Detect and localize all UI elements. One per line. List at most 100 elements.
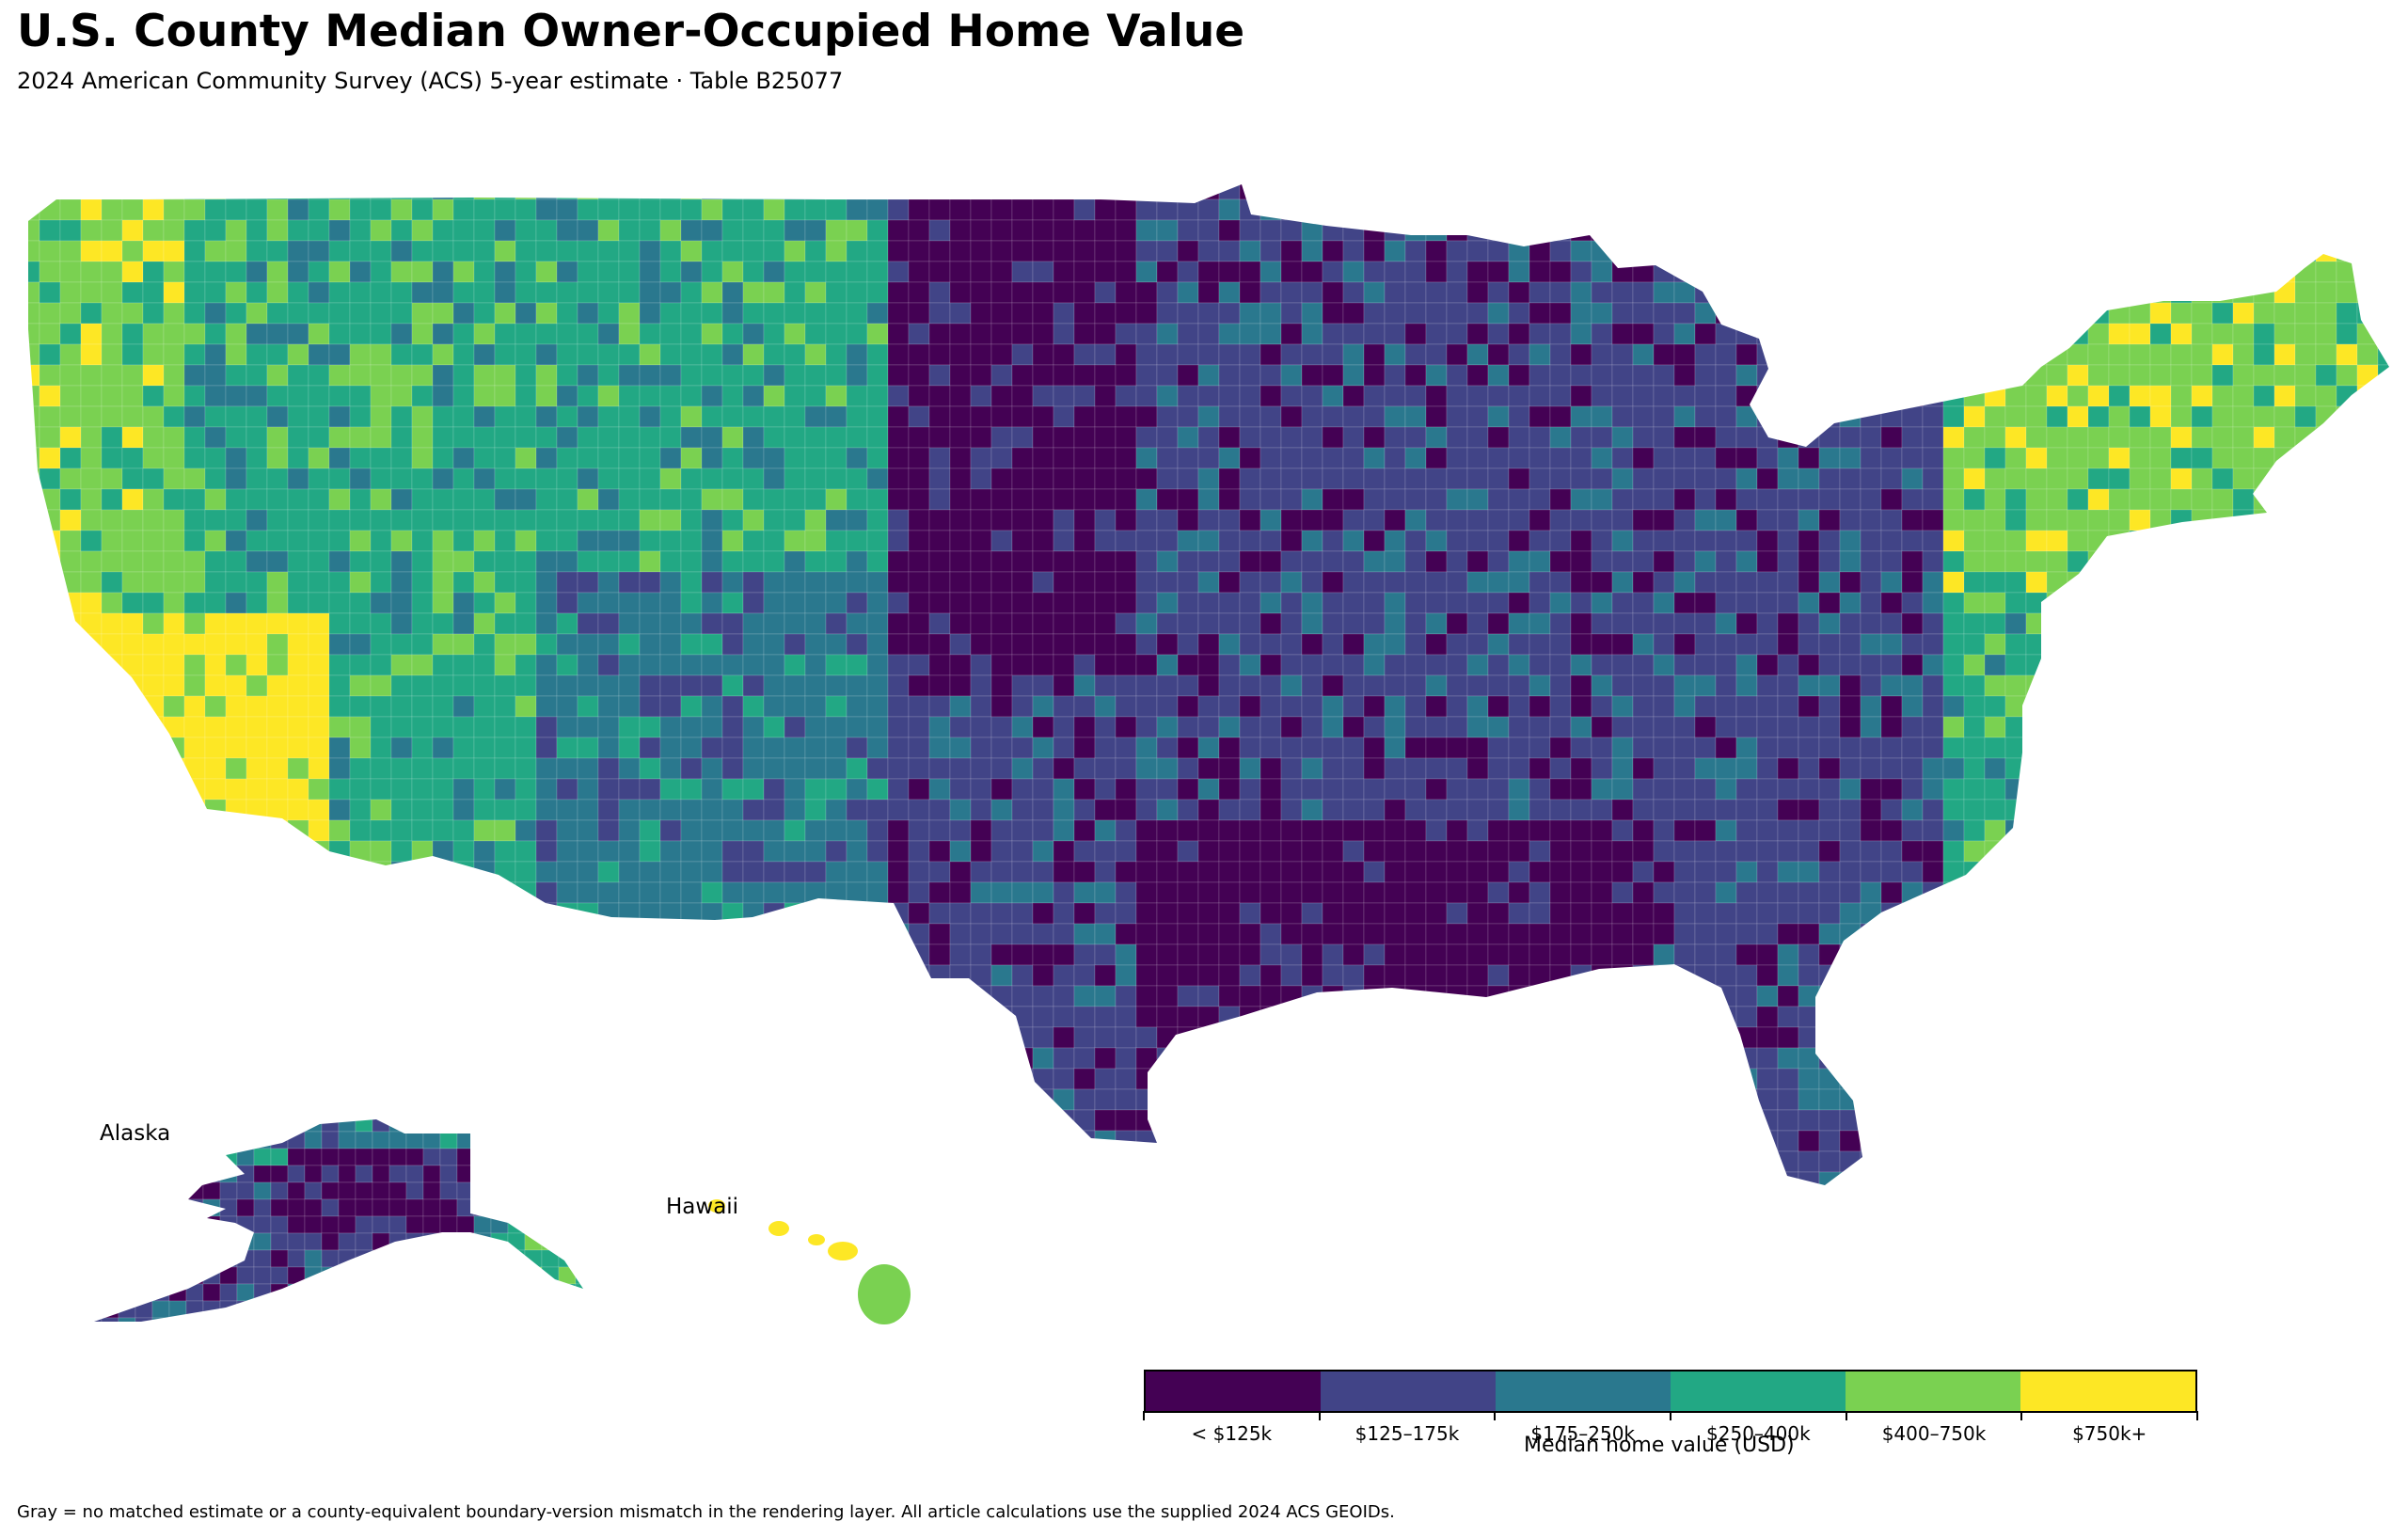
county-cell [2170, 737, 2193, 759]
county-cell [2273, 447, 2296, 469]
county-cell [1487, 385, 1510, 407]
county-cell [1466, 1026, 1489, 1049]
county-cell [701, 881, 723, 904]
county-cell [80, 861, 103, 883]
county-cell [784, 184, 806, 200]
county-cell [59, 302, 82, 325]
county-cell [1611, 550, 1634, 573]
county-cell [225, 198, 247, 221]
county-cell [1549, 1026, 1572, 1049]
county-cell [1218, 405, 1241, 428]
county-cell [1591, 943, 1613, 966]
county-cell [1446, 902, 1468, 925]
county-cell [639, 861, 661, 883]
county-cell [659, 198, 682, 221]
county-cell [390, 302, 413, 325]
county-cell [1715, 364, 1737, 387]
county-cell [1529, 281, 1551, 304]
county-cell [183, 612, 206, 635]
county-cell [411, 550, 434, 573]
county-cell [1632, 1047, 1655, 1070]
county-cell [1301, 550, 1323, 573]
county-cell [204, 426, 227, 449]
county-cell [1673, 799, 1696, 821]
county-cell [515, 1006, 537, 1028]
county-cell [266, 426, 289, 449]
county-cell [990, 861, 1013, 883]
county-cell [328, 488, 351, 511]
county-cell [1715, 654, 1737, 676]
county-cell [308, 323, 330, 345]
county-cell [1197, 198, 1220, 221]
county-cell [1301, 261, 1323, 283]
county-cell [1032, 426, 1054, 449]
county-cell [639, 530, 661, 552]
county-cell [80, 633, 103, 656]
county-cell [28, 426, 40, 449]
county-cell [80, 302, 103, 325]
county-cell [804, 695, 827, 718]
county-cell [1094, 902, 1117, 925]
county-cell [1446, 799, 1468, 821]
county-cell [1218, 674, 1241, 697]
county-cell [846, 633, 868, 656]
county-cell [659, 902, 682, 925]
county-cell [1963, 343, 1986, 366]
county-cell [721, 364, 744, 387]
county-cell [2087, 1047, 2110, 1070]
county-cell [1363, 447, 1386, 469]
county-cell [2377, 757, 2389, 780]
county-cell [246, 550, 268, 573]
county-cell [949, 530, 972, 552]
county-cell [2356, 881, 2379, 904]
county-cell [2356, 778, 2379, 801]
county-cell [1384, 1047, 1406, 1070]
county-cell [2087, 674, 2110, 697]
county-cell [1073, 819, 1096, 842]
county-cell [2336, 819, 2358, 842]
county-cell [866, 219, 889, 242]
county-cell [1673, 447, 1696, 469]
county-cell [1611, 737, 1634, 759]
county-cell [28, 1006, 40, 1028]
county-cell [163, 198, 185, 221]
county-cell [2377, 343, 2389, 366]
county-cell [1798, 881, 1820, 904]
county-cell [784, 323, 806, 345]
county-cell [2191, 488, 2213, 511]
county-cell [1425, 426, 1448, 449]
county-cell [515, 385, 537, 407]
county-cell [163, 778, 185, 801]
county-cell [1053, 571, 1075, 594]
county-cell [1591, 323, 1613, 345]
county-cell [1591, 571, 1613, 594]
county-cell [1301, 1047, 1323, 1070]
county-cell [204, 281, 227, 304]
county-cell [1818, 799, 1841, 821]
county-cell [1342, 861, 1365, 883]
county-cell [1963, 861, 1986, 883]
county-cell [163, 447, 185, 469]
county-cell [1632, 302, 1655, 325]
county-cell [680, 902, 703, 925]
county-cell [1094, 488, 1117, 511]
county-cell [1487, 530, 1510, 552]
county-cell [163, 881, 185, 904]
county-cell [701, 240, 723, 262]
county-cell [59, 261, 82, 283]
county-cell [949, 902, 972, 925]
county-cell [887, 468, 910, 490]
county-cell [390, 219, 413, 242]
county-cell [597, 737, 620, 759]
county-cell [846, 184, 868, 200]
county-cell [142, 323, 165, 345]
county-cell [1922, 902, 1944, 925]
county-cell [1384, 778, 1406, 801]
county-cell [577, 943, 599, 966]
county-cell [101, 468, 123, 490]
county-cell [411, 737, 434, 759]
county-cell [1508, 1006, 1530, 1028]
county-cell [1466, 1006, 1489, 1028]
county-cell [183, 240, 206, 262]
county-cell [1053, 219, 1075, 242]
